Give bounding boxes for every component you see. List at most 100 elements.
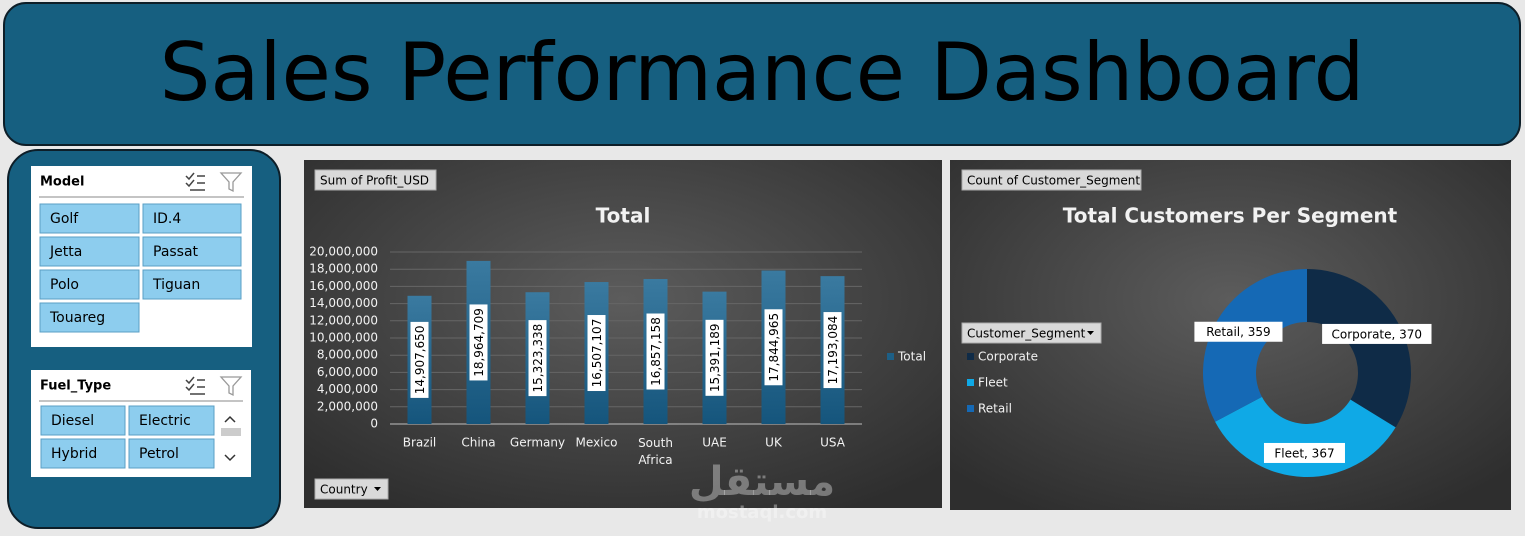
slicer-item[interactable] [39,269,140,300]
slicer-title: Fuel_Type [40,379,111,394]
data-label-text: 15,391,189 [708,323,722,392]
data-label: 16,857,158 [646,313,665,390]
x-tick-label: South Africa [638,436,673,467]
data-label: 15,323,338 [528,320,547,397]
data-label: 17,193,084 [823,312,842,389]
legend-swatch [887,353,894,360]
scroll-thumb [221,428,241,436]
y-tick-label: 0 [370,417,378,431]
legend-swatch [967,405,974,412]
data-label-box [1194,321,1283,342]
legend-swatch [967,379,974,386]
slicer-item-label: Touareg [49,310,105,326]
data-label-text: 17,193,084 [826,316,840,385]
watermark-url: mostaql.com [697,502,827,523]
data-label-text: 17,844,965 [767,313,781,382]
x-tick-label: Brazil [403,436,437,450]
data-label-text: 14,907,650 [413,326,427,395]
y-tick-label: 16,000,000 [309,279,378,293]
clear-filter-icon[interactable] [219,172,243,193]
slicer-item[interactable] [142,269,242,300]
y-tick-label: 20,000,000 [309,245,378,259]
x-tick-label: UAE [702,436,727,450]
data-label: 18,964,709 [469,304,488,381]
header-banner [3,2,1521,146]
data-label: 17,844,965 [764,309,783,386]
field-button[interactable] [314,478,389,500]
dropdown-arrow [374,487,381,491]
slicer-item-label: Polo [50,277,79,293]
data-label-text: Fleet, 367 [1274,446,1334,460]
data-label-box [1322,323,1432,344]
data-label-box [1263,442,1345,463]
slicer-item[interactable] [142,203,242,234]
clear-filter-icon[interactable] [219,376,243,397]
donut-slice [1215,396,1396,478]
multi-select-icon[interactable] [185,172,205,191]
field-button[interactable] [961,322,1102,344]
slicer-item[interactable] [142,236,242,267]
slicer-item-label: Jetta [49,244,82,260]
data-label: 14,907,650 [410,321,429,398]
donut-slice [1307,269,1411,428]
slicer-item[interactable] [40,405,126,436]
slicer-item[interactable] [40,438,126,469]
x-tick-label: USA [820,436,846,450]
dropdown-arrow [1087,331,1094,335]
slicer-item-label: Petrol [139,446,179,462]
scroll-up[interactable] [224,415,236,423]
data-label-box [646,313,665,390]
data-label-box [469,304,488,381]
donut-slice [1203,269,1307,422]
field-button-label: Sum of Profit_USD [320,174,429,188]
legend-label: Total [897,350,926,364]
data-label-box [587,315,606,392]
slicer-item[interactable] [39,302,140,333]
x-tick-label: China [461,436,495,450]
slicer-title: Model [40,175,84,190]
multi-select-icon[interactable] [185,376,205,395]
data-label-text: Retail, 359 [1206,325,1270,339]
chart-title: Total Customers Per Segment [1063,204,1398,228]
data-label-box [528,320,547,397]
slicer-item-label: Electric [139,413,191,429]
y-tick-label: 18,000,000 [309,262,378,276]
content: Model Golf ID.4 Jetta Passat Polo Tiguan Touare… [31,166,1432,523]
data-label-text: 15,323,338 [531,324,545,393]
slicer-item[interactable] [128,405,215,436]
data-label-box [823,312,842,389]
dashboard-title: Sales Performance Dashboard [160,26,1365,119]
field-button-label: Count of Customer_Segment [967,174,1140,188]
y-tick-label: 2,000,000 [317,399,378,413]
y-tick-label: 10,000,000 [309,331,378,345]
field-button[interactable] [961,169,1142,191]
slicer-item-label: Diesel [51,413,94,429]
data-label: 16,507,107 [587,315,606,392]
field-button[interactable] [314,169,437,191]
field-button-label: Country [320,483,368,497]
y-tick-label: 8,000,000 [317,348,378,362]
data-label-box [764,309,783,386]
x-tick-label: Germany [510,436,565,450]
scroll-down[interactable] [224,454,236,462]
slicer-item[interactable] [39,236,140,267]
chart-title: Total [596,204,651,228]
legend-swatch [967,353,974,360]
slicer-item[interactable] [128,438,215,469]
field-button-label: Customer_Segment [967,327,1086,341]
y-tick-label: 4,000,000 [317,382,378,396]
slicer-item-label: ID.4 [153,211,181,227]
legend-label: Fleet [978,376,1008,390]
legend-label: Retail [978,402,1012,416]
slicer-item-label: Hybrid [51,446,97,462]
legend-label: Corporate [978,350,1038,364]
slicer-item-label: Passat [153,244,199,260]
data-label-text: 18,964,709 [472,308,486,377]
slicer-item[interactable] [39,203,140,234]
x-tick-label: UK [765,436,783,450]
data-label-box [705,319,724,396]
y-tick-label: 14,000,000 [309,296,378,310]
data-label-box [410,321,429,398]
